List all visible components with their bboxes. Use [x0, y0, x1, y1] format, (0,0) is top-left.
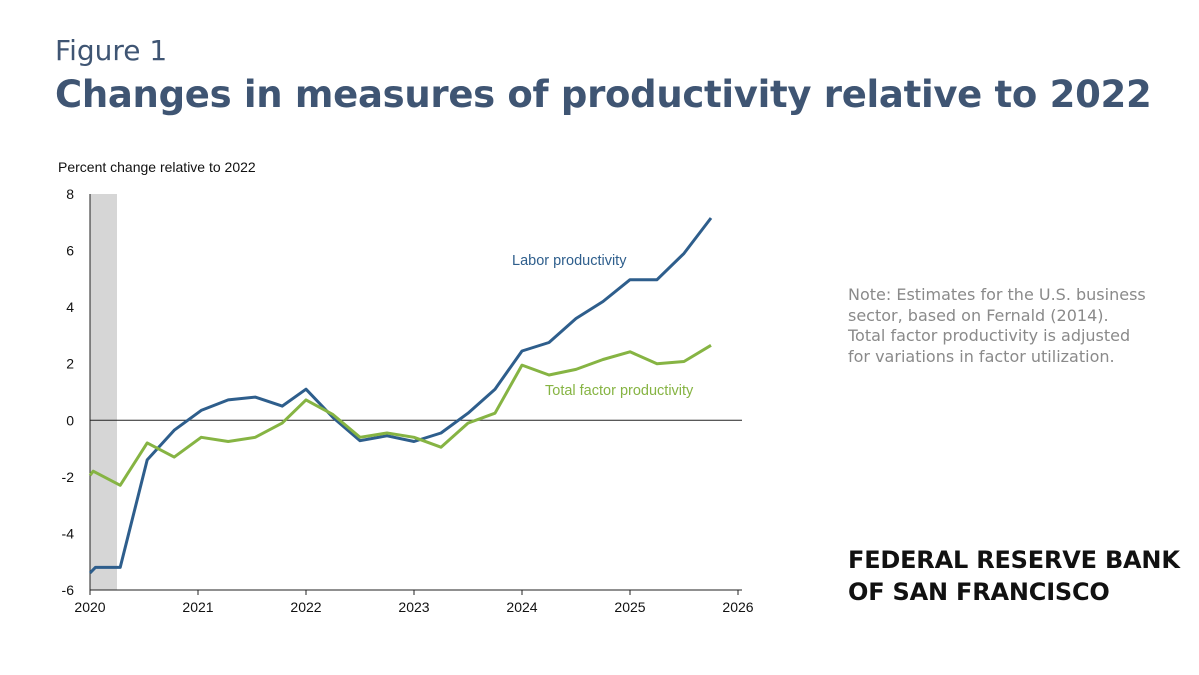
series-label-total-factor-productivity: Total factor productivity: [545, 383, 694, 399]
chart-title: Changes in measures of productivity rela…: [55, 73, 1152, 116]
y-tick-label: 2: [66, 356, 74, 372]
chart-note: Note: Estimates for the U.S. business se…: [848, 285, 1146, 366]
x-tick-label: 2021: [182, 599, 213, 615]
y-tick-label: -2: [62, 469, 75, 485]
brand-line-2: OF SAN FRANCISCO: [848, 578, 1110, 606]
y-tick-label: 6: [66, 243, 74, 259]
series-line-total-factor-productivity: [88, 344, 712, 487]
x-tick-label: 2025: [614, 599, 645, 615]
y-tick-label: 4: [66, 299, 74, 315]
y-tick-label: 0: [66, 412, 74, 428]
x-tick-label: 2022: [290, 599, 321, 615]
y-tick-label: 8: [66, 186, 74, 202]
x-tick-label: 2020: [74, 599, 105, 615]
brand-line-1: FEDERAL RESERVE BANK: [848, 546, 1180, 574]
figure-label: Figure 1: [55, 34, 168, 67]
y-tick-label: -6: [62, 582, 75, 598]
brand-logo: FEDERAL RESERVE BANK OF SAN FRANCISCO: [848, 544, 1180, 608]
recession-shading: [90, 194, 117, 590]
x-tick-label: 2024: [506, 599, 537, 615]
y-axis-label: Percent change relative to 2022: [58, 159, 256, 175]
x-tick-label: 2026: [722, 599, 753, 615]
x-tick-label: 2023: [398, 599, 429, 615]
x-tick-labels: 2020 2021 2022 2023 2024 2025 2026: [74, 590, 754, 615]
y-tick-label: -4: [62, 525, 75, 541]
series-line-labor-productivity: [88, 217, 713, 575]
series-label-labor-productivity: Labor productivity: [512, 253, 627, 269]
y-tick-labels: -6 -4 -2 0 2 4 6 8: [62, 186, 75, 598]
